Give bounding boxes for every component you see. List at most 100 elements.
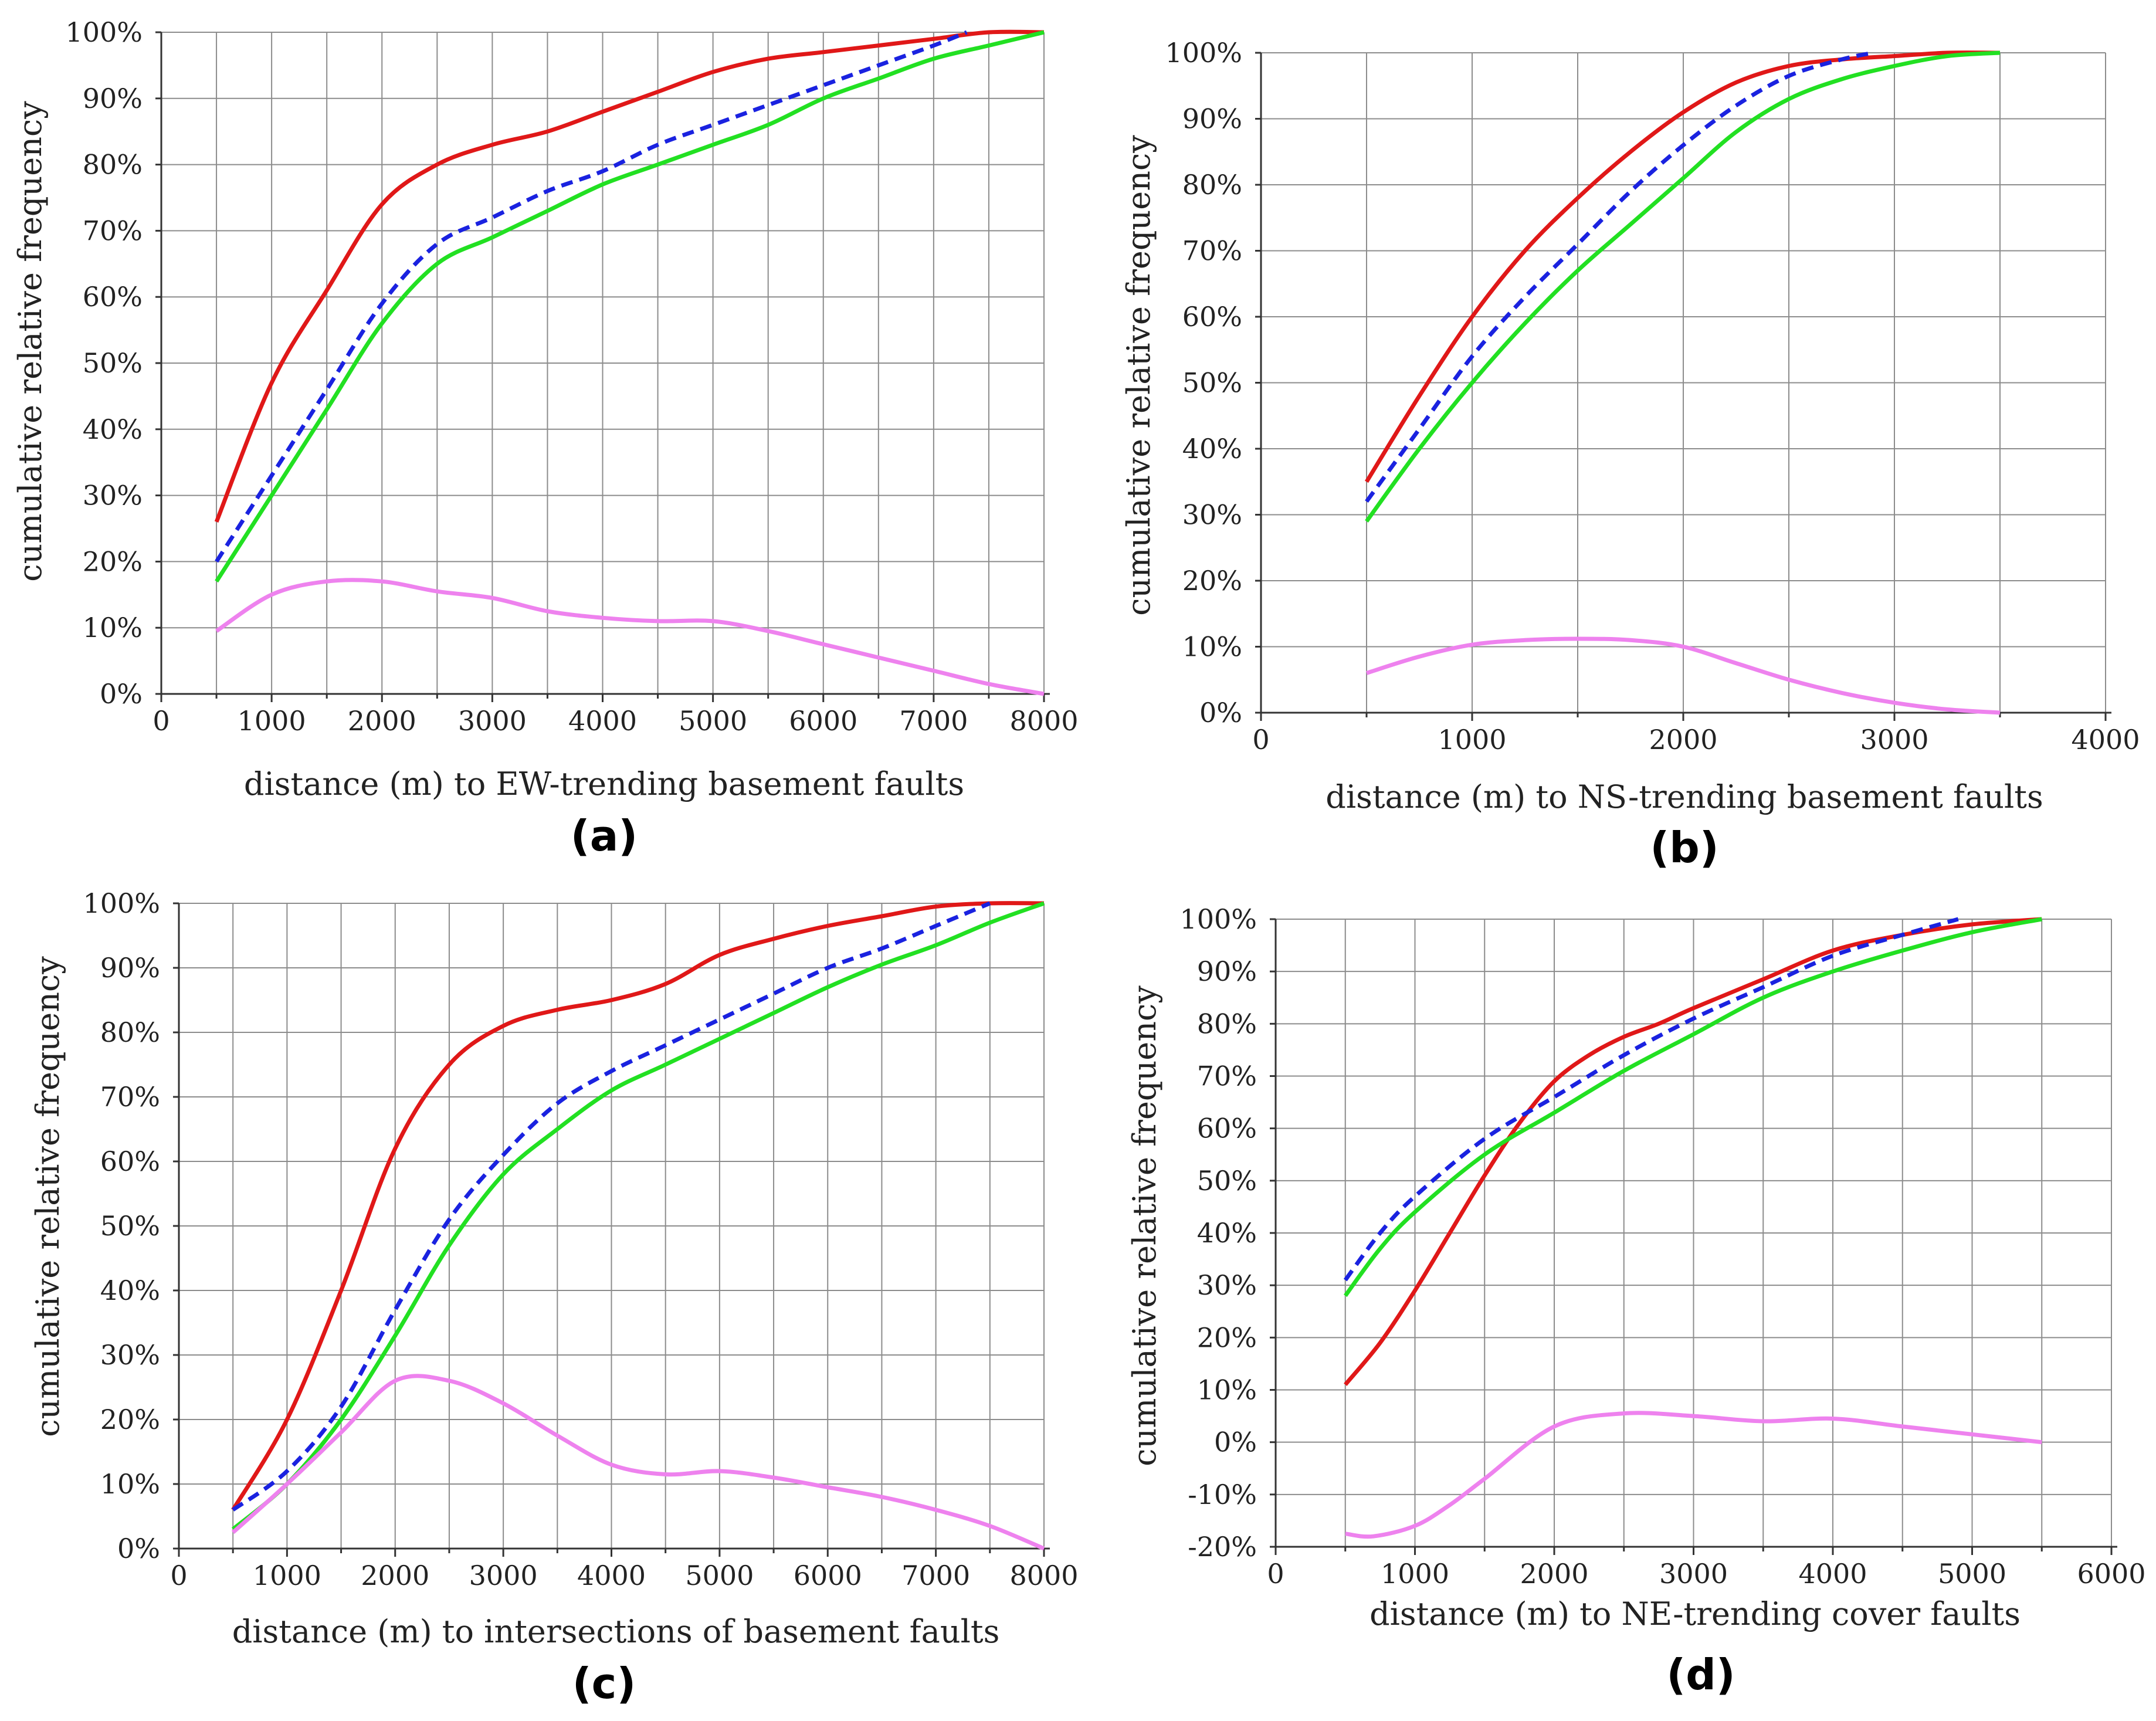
panel-a-y-tick-label: 60%: [83, 281, 143, 313]
panel-a-x-tick-label: 8000: [1009, 705, 1078, 737]
panel-c-axes: 0 1000 2000 3000 4000 5000 6000 7000 8000 0% 10% 20…: [83, 887, 1078, 1591]
panel-b-ylabel: cumulative relative frequency: [1120, 135, 1157, 616]
panel-a-ylabel: cumulative relative frequency: [12, 101, 49, 582]
panel-a-y-tick-label: 20%: [83, 546, 143, 577]
panel-d-y-tick-label: 30%: [1197, 1269, 1257, 1301]
panel-b: cumulative relative frequency distance (…: [1120, 37, 2140, 872]
panel-b-y-tick-label: 0%: [1199, 697, 1242, 729]
panel-d-series-violet: [1345, 1411, 2042, 1539]
panel-c-y-tick-label: 80%: [100, 1017, 160, 1048]
panel-d-x-tick-label: 3000: [1659, 1558, 1728, 1590]
panel-b-y-tick-label: 40%: [1182, 433, 1242, 465]
panel-d-y-tick-label: 100%: [1179, 903, 1257, 935]
panel-d-y-tick-label: 0%: [1214, 1427, 1257, 1458]
panel-d-axes: 0 1000 2000 3000 4000 5000 6000 -20% -10% 0% 10% 20…: [1179, 903, 2145, 1590]
panel-c-series: [231, 901, 1045, 1551]
panel-b-y-tick-label: 50%: [1182, 367, 1242, 399]
panel-a-x-tick-label: 7000: [899, 705, 968, 737]
panel-c-x-tick-label: 6000: [794, 1560, 862, 1591]
panel-a-x-tick-label: 5000: [679, 705, 747, 737]
panel-c-x-tick-label: 8000: [1009, 1560, 1078, 1591]
panel-d-y-tick-label: 20%: [1197, 1322, 1257, 1353]
panel-d-y-tick-label: 70%: [1197, 1061, 1257, 1092]
panel-a-series: [214, 29, 1045, 696]
panel-a-series-violet: [215, 578, 1045, 696]
panel-d-label: (d): [1666, 1650, 1735, 1699]
panel-a-x-tick-label: 2000: [348, 705, 416, 737]
panel-a-y-tick-label: 100%: [65, 16, 143, 48]
panel-d-series-green: [1343, 917, 2042, 1297]
panel-b-y-tick-label: 20%: [1182, 565, 1242, 597]
panel-d-series-red: [1344, 917, 2042, 1386]
panel-c-y-tick-label: 40%: [100, 1275, 160, 1306]
panel-d-xlabel: distance (m) to NE-trending cover faults: [1369, 1595, 2021, 1632]
panel-c-x-tick-label: 3000: [469, 1560, 538, 1591]
panel-a-series-green: [215, 30, 1045, 583]
panel-d-y-tick-label: 50%: [1197, 1165, 1257, 1197]
panel-c: cumulative relative frequency distance (…: [29, 887, 1079, 1708]
panel-b-x-tick-label: 1000: [1438, 724, 1506, 756]
panel-a-y-tick-label: 10%: [83, 612, 143, 643]
panel-c-y-tick-label: 50%: [100, 1210, 160, 1242]
panel-d-y-tick-label: 60%: [1197, 1113, 1257, 1144]
panel-d-x-tick-label: 6000: [2077, 1558, 2145, 1590]
panel-c-x-tick-label: 2000: [361, 1560, 429, 1591]
panel-b-label: (b): [1650, 823, 1718, 872]
panel-c-y-tick-label: 20%: [100, 1404, 160, 1435]
panel-a-series-red: [214, 29, 1045, 523]
panel-b-xlabel: distance (m) to NS-trending basement fau…: [1326, 778, 2043, 815]
panel-d-y-tick-label: 40%: [1197, 1217, 1257, 1249]
panel-d-ylabel: cumulative relative frequency: [1126, 985, 1163, 1466]
panel-b-series-red: [1365, 50, 2001, 483]
panel-b-x-tick-label: 2000: [1649, 724, 1717, 756]
panel-d-series-blue: [1343, 917, 1959, 1282]
panel-d: cumulative relative frequency distance (…: [1126, 903, 2146, 1699]
panel-c-x-tick-label: 0: [170, 1560, 187, 1591]
panel-d-series: [1343, 917, 2042, 1539]
panel-b-series: [1365, 50, 2001, 715]
panel-a-y-tick-label: 80%: [83, 149, 143, 181]
panel-a-y-tick-label: 70%: [83, 215, 143, 246]
panel-b-series-blue: [1365, 50, 1874, 503]
panel-d-x-tick-label: 4000: [1798, 1558, 1867, 1590]
panel-b-series-green: [1365, 50, 2001, 523]
panel-c-series-green: [231, 901, 1045, 1531]
panel-c-y-tick-label: 0%: [117, 1533, 160, 1564]
panel-a-y-tick-label: 30%: [83, 480, 143, 511]
panel-a-label: (a): [571, 811, 638, 860]
panel-a-x-tick-label: 3000: [458, 705, 527, 737]
panel-a: cumulative relative frequency distance (…: [12, 16, 1079, 860]
panel-a-x-tick-label: 0: [152, 705, 170, 737]
panel-c-x-tick-label: 1000: [253, 1560, 321, 1591]
panel-b-axes: 0 1000 2000 3000 4000 0% 10% 20% 30% 40% 50% 60% 70%…: [1165, 37, 2140, 756]
panel-c-label: (c): [572, 1659, 636, 1708]
panel-c-y-tick-label: 60%: [100, 1146, 160, 1177]
panel-b-x-tick-label: 4000: [2071, 724, 2140, 756]
panel-c-series-blue: [232, 901, 991, 1512]
panel-b-y-tick-label: 80%: [1182, 169, 1242, 201]
panel-a-x-tick-label: 6000: [789, 705, 857, 737]
panel-c-xlabel: distance (m) to intersections of basemen…: [232, 1613, 1000, 1650]
panel-a-x-tick-label: 1000: [238, 705, 306, 737]
panel-d-x-tick-label: 0: [1267, 1558, 1284, 1590]
panel-c-x-tick-label: 4000: [577, 1560, 646, 1591]
panel-b-y-tick-label: 90%: [1182, 103, 1242, 135]
panel-c-x-tick-label: 7000: [901, 1560, 970, 1591]
panel-b-x-tick-label: 0: [1252, 724, 1269, 756]
panel-d-y-tick-label: 10%: [1197, 1374, 1257, 1406]
panel-c-y-tick-label: 10%: [100, 1468, 160, 1500]
panel-c-y-tick-label: 100%: [83, 887, 160, 919]
panel-d-y-tick-label: 80%: [1197, 1008, 1257, 1039]
panel-d-grid: [1275, 919, 2112, 1547]
panel-d-x-tick-label: 5000: [1938, 1558, 2006, 1590]
panel-c-series-violet: [231, 1374, 1045, 1551]
panel-c-x-tick-label: 5000: [685, 1560, 754, 1591]
panel-a-series-blue: [215, 30, 968, 563]
panel-a-y-tick-label: 90%: [83, 83, 143, 114]
panel-a-grid: [161, 32, 1045, 695]
panel-d-y-tick-label: -10%: [1188, 1479, 1257, 1510]
panel-a-x-tick-label: 4000: [568, 705, 637, 737]
panel-d-x-tick-label: 1000: [1381, 1558, 1449, 1590]
panel-b-x-tick-label: 3000: [1860, 724, 1928, 756]
